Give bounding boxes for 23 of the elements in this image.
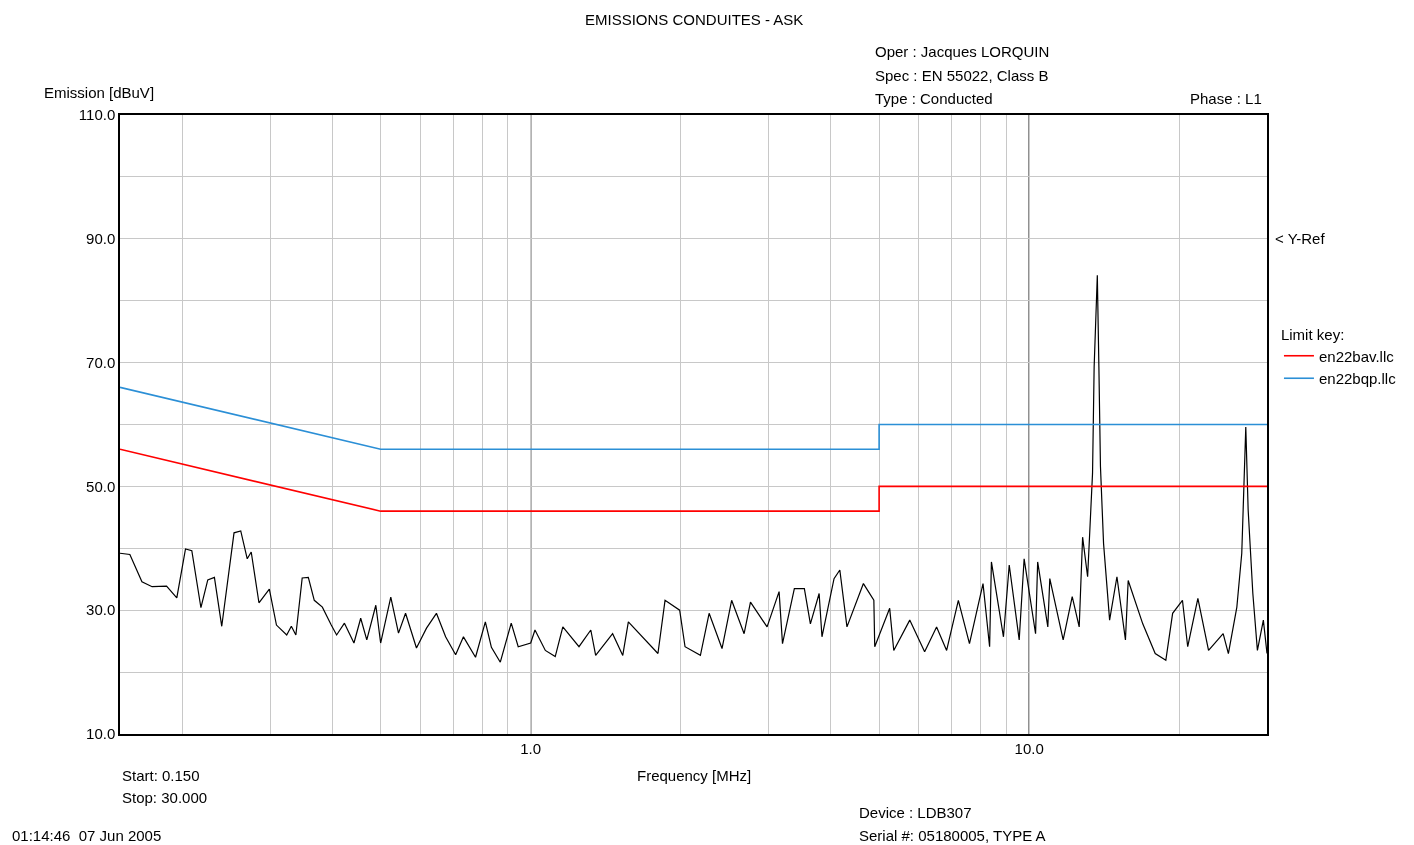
text: Device : LDB307 [859, 804, 972, 821]
y-tick-label: 110.0 [78, 106, 116, 124]
text: Type : Conducted [875, 90, 993, 107]
y-tick-label: 10.0 [86, 725, 116, 743]
y-axis-title: Emission [dBuV] [44, 84, 155, 101]
text: < Y-Ref [1275, 230, 1326, 247]
text: Serial #: 05180005, TYPE A [859, 827, 1046, 844]
y-tick-label: 50.0 [86, 477, 116, 495]
legend-title: Limit key: [1280, 325, 1345, 343]
legend-label: en22bav.llc [1318, 347, 1395, 365]
x-axis-title: Frequency [MHz] [637, 767, 752, 784]
chart-title: EMISSIONS CONDUITES - ASK [585, 11, 804, 28]
text: Spec : EN 55022, Class B [875, 67, 1049, 84]
text: Phase : L1 [1190, 90, 1262, 107]
y-tick-label: 30.0 [86, 601, 116, 619]
y-tick-label: 70.0 [86, 353, 116, 371]
x-tick-label: 1.0 [520, 739, 542, 757]
text: Oper : Jacques LORQUIN [875, 43, 1050, 60]
legend-label: en22bqp.llc [1318, 370, 1397, 388]
text: 01:14:46 07 Jun 2005 [12, 827, 162, 844]
y-tick-label: 90.0 [86, 230, 116, 248]
text: Start: 0.150 [122, 767, 200, 784]
text: Stop: 30.000 [122, 789, 208, 806]
